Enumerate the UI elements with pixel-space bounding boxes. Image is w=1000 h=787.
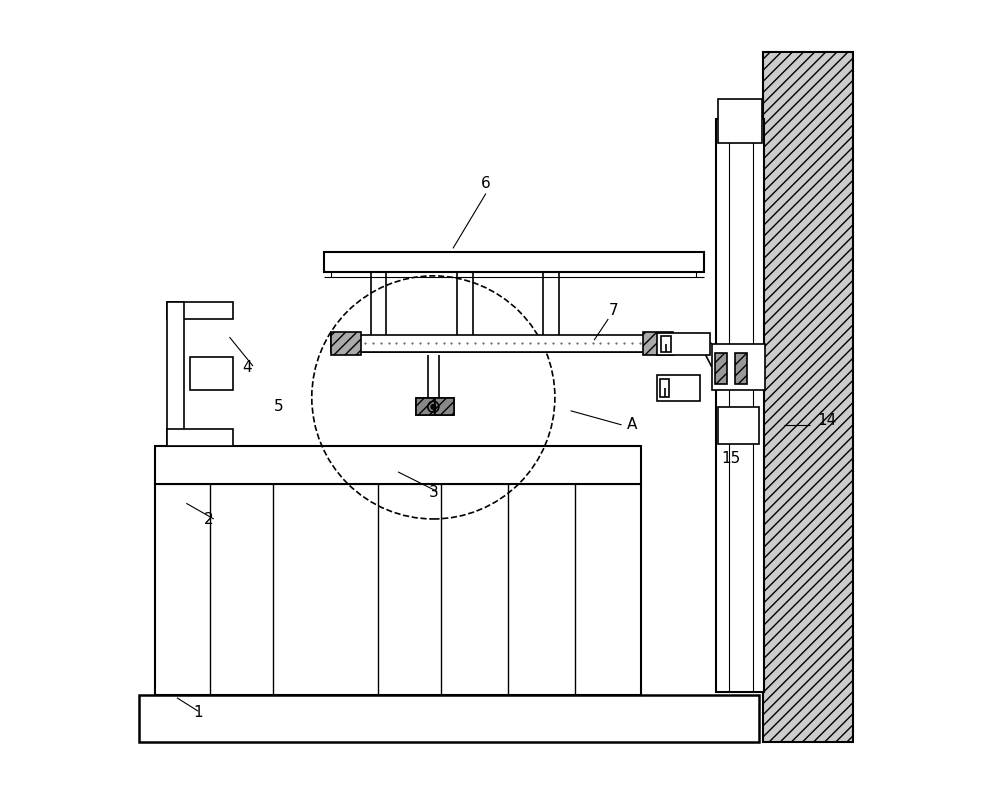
Text: 2: 2	[203, 512, 213, 527]
Bar	[155, 484, 641, 696]
Bar	[167, 301, 184, 446]
Bar	[331, 331, 361, 355]
Bar	[190, 357, 233, 390]
Text: 15: 15	[722, 450, 741, 466]
Circle shape	[431, 405, 436, 409]
Text: 1: 1	[193, 704, 203, 719]
Text: 14: 14	[818, 413, 837, 428]
Text: A: A	[627, 417, 637, 432]
Bar	[718, 99, 762, 142]
Bar	[660, 379, 669, 397]
Text: 7: 7	[609, 303, 619, 318]
Bar	[718, 407, 759, 445]
Bar	[331, 334, 673, 352]
Text: 3: 3	[428, 485, 438, 500]
Bar	[167, 429, 233, 446]
Bar	[661, 336, 671, 352]
Bar	[712, 344, 765, 390]
Bar	[716, 119, 764, 692]
Bar	[167, 301, 233, 319]
Text: 5: 5	[274, 399, 284, 414]
Bar	[435, 398, 454, 416]
Bar	[324, 253, 704, 272]
Bar	[416, 398, 435, 416]
Bar	[139, 696, 759, 742]
Text: 4: 4	[243, 360, 252, 375]
Bar	[715, 353, 727, 384]
Bar	[735, 353, 747, 384]
Text: 6: 6	[481, 176, 491, 191]
Bar	[643, 331, 673, 355]
Bar	[416, 398, 454, 416]
Bar	[155, 446, 641, 484]
Bar	[763, 53, 853, 742]
Bar	[657, 375, 700, 401]
Bar	[657, 333, 710, 355]
